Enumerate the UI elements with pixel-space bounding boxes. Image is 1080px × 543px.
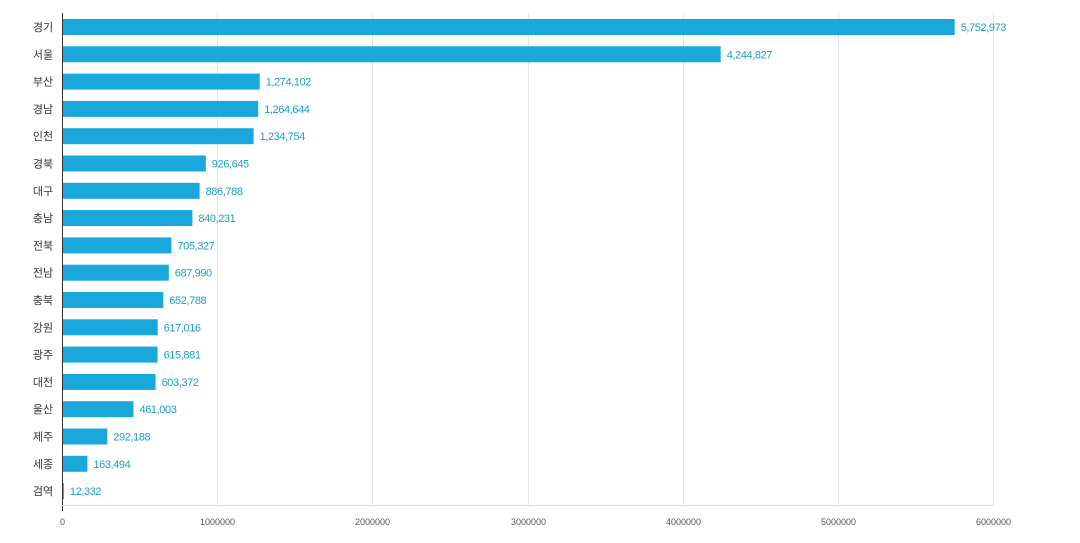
data-label: 705,327	[177, 240, 214, 252]
category-label: 대전	[33, 376, 53, 389]
bar	[62, 319, 158, 336]
data-label: 652,788	[169, 295, 206, 307]
data-label: 461,003	[140, 404, 177, 416]
x-tick-label: 3000000	[511, 517, 546, 527]
bar	[62, 401, 134, 418]
x-tick-label: 4000000	[666, 517, 701, 527]
category-label: 인천	[33, 129, 53, 143]
category-label: 제주	[33, 431, 53, 444]
category-label: 광주	[33, 349, 53, 362]
bar	[62, 182, 200, 199]
grid-lines	[217, 13, 994, 505]
category-label: 전북	[33, 239, 53, 252]
data-label: 603,372	[162, 377, 199, 389]
bar	[62, 128, 254, 145]
data-label: 1,274,102	[266, 77, 312, 89]
data-label: 4,244,827	[727, 49, 773, 61]
category-label: 충남	[33, 212, 53, 225]
category-label: 대구	[33, 185, 53, 198]
axes	[62, 13, 993, 511]
bar	[62, 155, 206, 172]
x-tick-labels: 0 1000000 2000000 3000000 4000000 5000000 6000…	[60, 517, 1011, 527]
category-label: 경북	[33, 158, 53, 171]
value-labels: 5,752,973 4,244,827 1,274,102 1,264,644 1,23…	[70, 22, 1007, 498]
data-label: 840,231	[198, 213, 235, 225]
category-label: 세종	[33, 458, 53, 471]
data-label: 12,332	[70, 486, 102, 498]
bar	[62, 237, 172, 254]
category-label: 강원	[33, 321, 53, 334]
bar	[62, 264, 169, 281]
bar	[62, 46, 721, 63]
bar	[62, 73, 260, 90]
category-label: 경기	[33, 21, 53, 34]
x-tick-label: 2000000	[355, 517, 390, 527]
data-label: 1,234,754	[260, 131, 306, 143]
category-label: 울산	[33, 403, 53, 416]
data-label: 292,188	[113, 432, 150, 444]
data-label: 615,881	[164, 350, 201, 362]
data-label: 163,494	[93, 459, 130, 471]
category-label: 충북	[33, 294, 53, 307]
bar	[62, 292, 164, 308]
bar	[62, 373, 156, 390]
bar	[62, 100, 259, 117]
bars	[62, 19, 955, 500]
bar	[62, 19, 955, 35]
data-label: 886,788	[206, 186, 243, 198]
bar	[62, 210, 193, 227]
category-label: 경남	[33, 103, 53, 116]
data-label: 617,016	[164, 322, 201, 334]
x-tick-label: 5000000	[821, 517, 856, 527]
category-label: 검역	[33, 485, 53, 498]
data-label: 5,752,973	[961, 22, 1007, 34]
data-label: 1,264,644	[264, 104, 310, 116]
bar	[62, 455, 88, 472]
data-label: 687,990	[175, 268, 212, 280]
x-tick-label: 1000000	[200, 517, 235, 527]
bar	[62, 428, 108, 445]
x-tick-label: 0	[60, 517, 65, 527]
category-label: 전남	[33, 267, 53, 280]
x-tick-label: 6000000	[976, 517, 1011, 527]
category-label: 서울	[33, 48, 53, 61]
category-label: 부산	[33, 76, 53, 89]
bar	[62, 346, 158, 363]
data-label: 926,645	[212, 159, 249, 171]
